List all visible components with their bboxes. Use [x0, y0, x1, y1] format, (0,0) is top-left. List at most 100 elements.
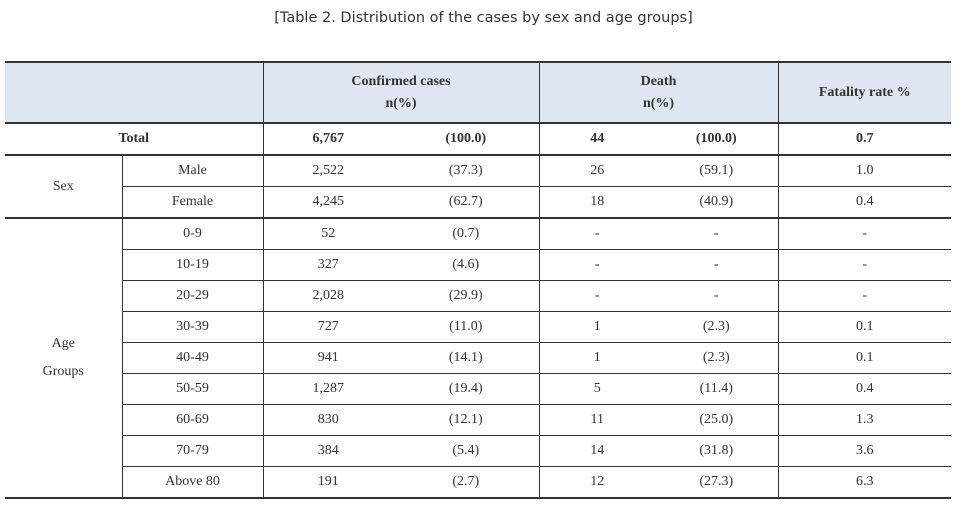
- header-confirmed: Confirmed cases n(%): [262, 61, 539, 124]
- row-label: 70-79: [121, 435, 263, 467]
- death-n: 1: [538, 311, 655, 343]
- confirmed-pct: (2.7): [393, 466, 539, 499]
- total-label: Total: [5, 123, 263, 156]
- header-confirmed-label: Confirmed cases: [351, 73, 451, 89]
- confirmed-pct: (19.4): [393, 373, 539, 405]
- table-row: Age Groups 0-9 52 (0.7) - - -: [5, 218, 951, 499]
- header-fatality: Fatality rate %: [777, 61, 951, 124]
- table-row: 40-49 941 (14.1) 1 (2.3) 0.1: [5, 342, 951, 374]
- confirmed-n: 327: [262, 249, 393, 281]
- confirmed-pct: (11.0): [393, 311, 539, 343]
- death-n: 26: [538, 155, 655, 187]
- confirmed-n: 191: [262, 466, 393, 499]
- death-n: 5: [538, 373, 655, 405]
- confirmed-n: 384: [262, 435, 393, 467]
- distribution-table: Confirmed cases n(%) Death n(%) Fatality…: [5, 61, 951, 499]
- header-death-label: Death: [640, 73, 677, 89]
- fatality-rate: -: [777, 249, 951, 281]
- fatality-rate: 0.4: [777, 373, 951, 405]
- row-label: Above 80: [121, 466, 263, 499]
- confirmed-pct: (5.4): [393, 435, 539, 467]
- death-n: -: [538, 218, 655, 250]
- fatality-rate: -: [777, 218, 951, 250]
- row-label: 40-49: [121, 342, 263, 374]
- table-row: 60-69 830 (12.1) 11 (25.0) 1.3: [5, 404, 951, 436]
- group-age: Age Groups: [5, 218, 122, 499]
- death-pct: (11.4): [655, 373, 778, 405]
- confirmed-pct: (14.1): [393, 342, 539, 374]
- header-row: Confirmed cases n(%) Death n(%) Fatality…: [5, 61, 951, 124]
- confirmed-pct: (37.3): [393, 155, 539, 187]
- confirmed-n: 52: [262, 218, 393, 250]
- total-confirmed-pct: (100.0): [393, 123, 539, 156]
- death-n: -: [538, 280, 655, 312]
- death-n: 11: [538, 404, 655, 436]
- total-fatality-rate: 0.7: [777, 123, 951, 156]
- group-age-text: Age: [51, 336, 75, 351]
- death-pct: (27.3): [655, 466, 778, 499]
- confirmed-n: 2,522: [262, 155, 393, 187]
- row-label: 50-59: [121, 373, 263, 405]
- row-label: 10-19: [121, 249, 263, 281]
- total-death-pct: (100.0): [655, 123, 778, 156]
- total-row: Total 6,767 (100.0) 44 (100.0) 0.7: [5, 123, 951, 156]
- death-pct: -: [655, 280, 778, 312]
- confirmed-n: 4,245: [262, 186, 393, 219]
- confirmed-n: 1,287: [262, 373, 393, 405]
- total-death-n: 44: [538, 123, 655, 156]
- fatality-rate: 0.1: [777, 342, 951, 374]
- confirmed-pct: (12.1): [393, 404, 539, 436]
- death-pct: (2.3): [655, 311, 778, 343]
- fatality-rate: 0.4: [777, 186, 951, 219]
- death-n: -: [538, 249, 655, 281]
- death-pct: -: [655, 249, 778, 281]
- total-confirmed-n: 6,767: [262, 123, 393, 156]
- row-label: Female: [121, 186, 263, 219]
- fatality-rate: 3.6: [777, 435, 951, 467]
- death-pct: (25.0): [655, 404, 778, 436]
- confirmed-pct: (62.7): [393, 186, 539, 219]
- confirmed-pct: (29.9): [393, 280, 539, 312]
- row-label: 0-9: [121, 218, 263, 250]
- death-n: 1: [538, 342, 655, 374]
- row-label: Male: [121, 155, 263, 187]
- fatality-rate: 0.1: [777, 311, 951, 343]
- death-pct: (40.9): [655, 186, 778, 219]
- death-n: 18: [538, 186, 655, 219]
- fatality-rate: 6.3: [777, 466, 951, 499]
- confirmed-n: 2,028: [262, 280, 393, 312]
- row-label: 60-69: [121, 404, 263, 436]
- death-pct: (2.3): [655, 342, 778, 374]
- death-pct: (31.8): [655, 435, 778, 467]
- death-pct: (59.1): [655, 155, 778, 187]
- row-label: 20-29: [121, 280, 263, 312]
- header-confirmed-unit: n(%): [385, 95, 417, 111]
- fatality-rate: 1.0: [777, 155, 951, 187]
- confirmed-n: 941: [262, 342, 393, 374]
- death-pct: -: [655, 218, 778, 250]
- confirmed-pct: (4.6): [393, 249, 539, 281]
- death-n: 14: [538, 435, 655, 467]
- table-row: 20-29 2,028 (29.9) - - -: [5, 280, 951, 312]
- table-row: 30-39 727 (11.0) 1 (2.3) 0.1: [5, 311, 951, 343]
- death-n: 12: [538, 466, 655, 499]
- confirmed-n: 727: [262, 311, 393, 343]
- table-row: Sex Male 2,522 (37.3) 26 (59.1) 1.0: [5, 155, 951, 219]
- header-death: Death n(%): [538, 61, 778, 124]
- row-label: 30-39: [121, 311, 263, 343]
- table-row: 10-19 327 (4.6) - - -: [5, 249, 951, 281]
- table-row: Above 80 191 (2.7) 12 (27.3) 6.3: [5, 466, 951, 499]
- confirmed-n: 830: [262, 404, 393, 436]
- header-blank: [5, 61, 263, 124]
- header-death-unit: n(%): [642, 95, 675, 111]
- group-age-text: Groups: [42, 364, 84, 379]
- table-row: 50-59 1,287 (19.4) 5 (11.4) 0.4: [5, 373, 951, 405]
- group-sex-text: Sex: [52, 178, 74, 194]
- group-sex: Sex: [5, 155, 122, 219]
- confirmed-pct: (0.7): [393, 218, 539, 250]
- fatality-rate: 1.3: [777, 404, 951, 436]
- table-row: 70-79 384 (5.4) 14 (31.8) 3.6: [5, 435, 951, 467]
- table-title: [Table 2. Distribution of the cases by s…: [274, 10, 693, 26]
- table-row: Female 4,245 (62.7) 18 (40.9) 0.4: [5, 186, 951, 219]
- fatality-rate: -: [777, 280, 951, 312]
